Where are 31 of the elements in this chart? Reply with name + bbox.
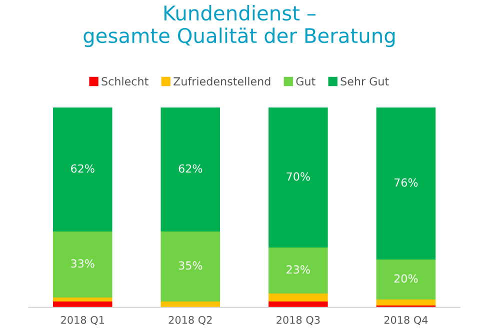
x-tick-label: 2018 Q4: [384, 316, 428, 326]
bar: [268, 108, 328, 248]
legend-label: Sehr Gut: [340, 76, 389, 86]
bar: [376, 108, 436, 260]
bar: [160, 301, 220, 308]
x-tick-label: 2018 Q2: [168, 316, 212, 326]
bar: [52, 108, 112, 232]
bar: [160, 108, 220, 232]
data-label: 33%: [71, 259, 94, 268]
bar: [160, 231, 220, 302]
bar: [376, 259, 436, 300]
bar: [268, 301, 328, 308]
bar: [52, 231, 112, 298]
x-tick-label: 2018 Q1: [61, 316, 104, 326]
bar: [52, 297, 112, 302]
data-label: 70%: [286, 172, 310, 181]
bar: [268, 247, 328, 294]
data-label: 62%: [178, 164, 202, 173]
legend-label: Gut: [296, 77, 316, 86]
data-label: 20%: [394, 274, 418, 283]
data-label: 23%: [286, 265, 310, 274]
bar: [376, 299, 436, 306]
legend-label: Zufriedenstellend: [174, 76, 270, 86]
data-label: 62%: [71, 164, 94, 173]
x-tick-label: 2018 Q3: [276, 316, 320, 326]
bar: [52, 301, 112, 308]
bar: [268, 293, 328, 302]
data-label: 35%: [178, 261, 202, 270]
chart-title: Kundendienst – gesamte Qualität der Beratung: [84, 5, 395, 48]
legend-label: Schlecht: [102, 76, 148, 86]
data-label: 76%: [394, 178, 418, 187]
